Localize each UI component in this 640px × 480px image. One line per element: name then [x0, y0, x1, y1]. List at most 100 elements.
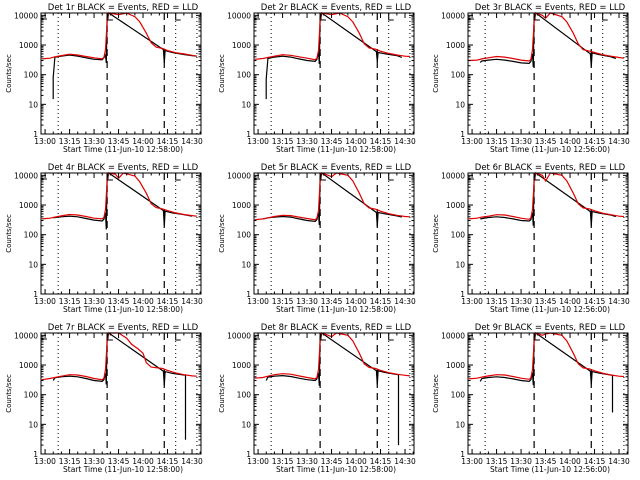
x-tick-label: 14:00: [345, 457, 367, 466]
panel-title: Det 1r BLACK = Events, RED = LLD: [48, 3, 199, 13]
y-tick-label: 100: [24, 71, 39, 80]
x-tick-label: 13:30: [296, 137, 318, 146]
x-axis-label: Start Time (11-Jun-10 12:56:00): [490, 305, 610, 314]
events-series-line: [480, 172, 616, 226]
x-tick-label: 14:15: [584, 297, 606, 306]
x-tick-label: 13:15: [59, 457, 81, 466]
panel-title: Det 8r BLACK = Events, RED = LLD: [261, 323, 412, 333]
state-marker-icon: [602, 334, 608, 341]
panel-title: Det 5r BLACK = Events, RED = LLD: [261, 163, 412, 173]
y-tick-label: 1: [246, 450, 251, 459]
x-tick-label: 13:00: [34, 297, 56, 306]
y-tick-label: 1: [460, 450, 465, 459]
panel-title: Det 4r BLACK = Events, RED = LLD: [48, 163, 199, 173]
y-axis-label: Counts/sec: [218, 214, 226, 253]
x-tick-label: 13:15: [272, 297, 294, 306]
x-tick-label: 14:30: [394, 297, 416, 306]
x-axis-label: Start Time (11-Jun-10 12:58:00): [276, 305, 396, 314]
x-tick-label: 13:15: [59, 137, 81, 146]
x-axis-label: Start Time (11-Jun-10 12:58:00): [276, 145, 396, 154]
state-marker-icon: [534, 174, 540, 181]
y-tick-label: 100: [237, 391, 252, 400]
y-tick-label: 10000: [441, 11, 465, 20]
x-axis-label: Start Time (11-Jun-10 12:58:00): [63, 145, 183, 154]
events-series-line: [479, 332, 614, 413]
x-tick-label: 14:15: [584, 137, 606, 146]
lld-series-line: [254, 332, 410, 380]
x-tick-label: 14:30: [181, 457, 203, 466]
events-series-line: [52, 332, 187, 440]
y-tick-label: 10: [28, 420, 38, 429]
panel-det-5: Det 5r BLACK = Events, RED = LLD Counts/s…: [218, 163, 416, 314]
x-tick-label: 14:00: [132, 297, 154, 306]
x-tick-label: 13:30: [83, 457, 105, 466]
x-tick-label: 14:30: [608, 137, 630, 146]
plot-frame: [253, 172, 415, 295]
x-tick-label: 14:00: [132, 457, 154, 466]
x-tick-label: 13:00: [247, 137, 269, 146]
plot-frame: [253, 332, 415, 455]
y-tick-label: 10000: [441, 171, 465, 180]
x-tick-label: 14:15: [370, 457, 392, 466]
y-tick-label: 10000: [14, 331, 38, 340]
panel-det-4: Det 4r BLACK = Events, RED = LLD Counts/s…: [5, 163, 203, 314]
y-tick-label: 100: [24, 391, 39, 400]
x-tick-label: 13:30: [510, 137, 532, 146]
lld-series-line: [41, 172, 197, 220]
lld-series-line: [468, 172, 624, 220]
events-series-line: [53, 172, 193, 230]
y-tick-label: 10000: [441, 331, 465, 340]
x-tick-label: 14:00: [559, 297, 581, 306]
state-marker-icon: [175, 14, 181, 21]
y-tick-label: 10000: [227, 11, 251, 20]
y-tick-label: 1: [246, 290, 251, 299]
y-tick-label: 1000: [446, 361, 465, 370]
plot-frame: [253, 12, 415, 135]
x-tick-label: 13:15: [486, 137, 508, 146]
x-tick-label: 14:30: [394, 457, 416, 466]
x-tick-label: 13:30: [83, 137, 105, 146]
x-tick-label: 13:45: [321, 297, 343, 306]
x-tick-label: 13:15: [486, 297, 508, 306]
x-tick-label: 13:45: [321, 457, 343, 466]
y-tick-label: 10: [241, 100, 251, 109]
lld-series-line: [254, 12, 410, 61]
y-tick-label: 1: [33, 290, 38, 299]
state-marker-icon: [107, 14, 113, 21]
events-series-line: [265, 12, 403, 100]
x-tick-label: 13:45: [108, 137, 130, 146]
y-tick-label: 1000: [19, 41, 38, 50]
panel-det-6: Det 6r BLACK = Events, RED = LLD Counts/s…: [432, 163, 630, 314]
y-tick-label: 100: [451, 231, 466, 240]
events-series-line: [265, 332, 400, 446]
state-marker-icon: [388, 334, 394, 341]
y-axis-label: Counts/sec: [5, 54, 13, 93]
y-tick-label: 100: [24, 231, 39, 240]
y-tick-label: 10: [28, 260, 38, 269]
state-marker-icon: [175, 174, 181, 181]
y-tick-label: 1: [33, 130, 38, 139]
x-tick-label: 14:30: [608, 297, 630, 306]
x-tick-label: 14:30: [608, 457, 630, 466]
x-tick-label: 13:30: [296, 297, 318, 306]
lld-series-line: [468, 332, 624, 380]
x-axis-label: Start Time (11-Jun-10 12:58:00): [276, 465, 396, 474]
plot-frame: [40, 12, 202, 135]
y-tick-label: 10: [455, 100, 465, 109]
x-axis-label: Start Time (11-Jun-10 12:56:00): [490, 145, 610, 154]
x-tick-label: 14:15: [584, 457, 606, 466]
x-axis-label: Start Time (11-Jun-10 12:56:00): [490, 465, 610, 474]
state-marker-icon: [602, 174, 608, 181]
y-axis-label: Counts/sec: [5, 374, 13, 413]
y-tick-label: 1000: [232, 41, 251, 50]
state-marker-icon: [320, 174, 326, 181]
x-tick-label: 13:00: [461, 137, 483, 146]
state-marker-icon: [388, 14, 394, 21]
events-series-line: [262, 172, 402, 227]
x-axis-label: Start Time (11-Jun-10 12:58:00): [63, 465, 183, 474]
y-tick-label: 10: [455, 260, 465, 269]
y-tick-label: 1: [460, 130, 465, 139]
lld-series-line: [468, 12, 624, 62]
x-tick-label: 14:00: [559, 137, 581, 146]
